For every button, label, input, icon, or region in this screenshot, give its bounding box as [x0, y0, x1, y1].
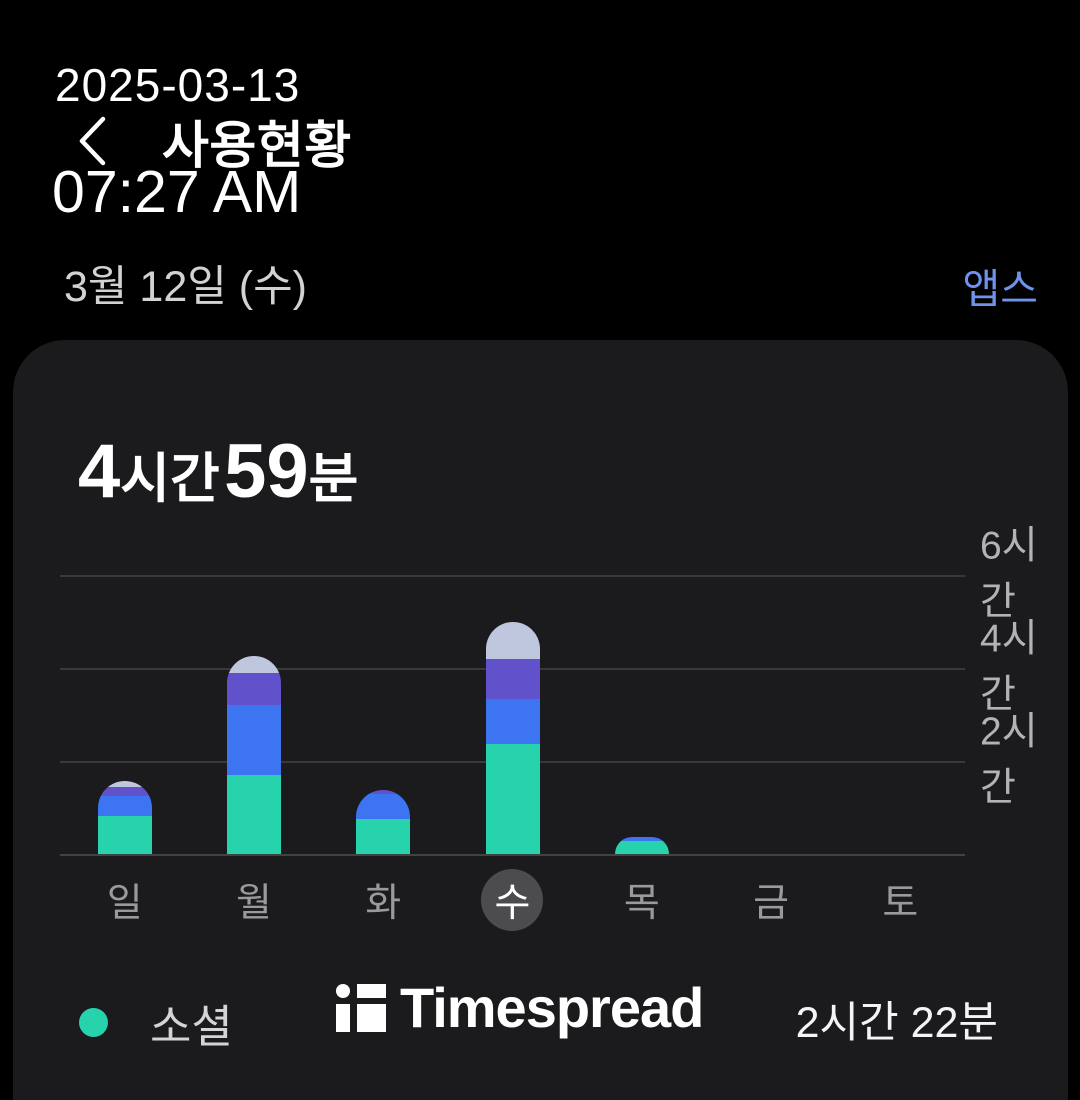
total-minutes-unit: 분: [308, 449, 359, 509]
bar-segment: [614, 836, 669, 841]
total-hours-unit: 시간: [120, 449, 220, 509]
bar-segment: [485, 699, 540, 744]
day-tab-수[interactable]: 수: [448, 868, 577, 932]
bar-segment: [226, 673, 281, 706]
usage-bar-chart: 2시간 4시간 6시간: [13, 340, 1068, 1100]
page-title: 사용현황: [162, 117, 352, 174]
bar-segment: [97, 816, 152, 854]
total-hours: 4: [78, 429, 121, 514]
legend-value: 2시간 22분: [795, 999, 998, 1047]
stacked-bar-월[interactable]: [226, 655, 281, 854]
legend-label: 소셜: [150, 1001, 233, 1052]
total-minutes: 59: [224, 429, 309, 514]
bar-segment: [97, 786, 152, 796]
bar-segment: [97, 781, 152, 787]
legend-social: 소셜: [79, 990, 233, 1055]
day-label: 수: [494, 882, 531, 925]
back-button[interactable]: [70, 112, 114, 170]
selected-date-label: 3월 12일 (수): [64, 263, 307, 311]
bar-segment: [226, 655, 281, 674]
day-label: 금: [753, 882, 789, 925]
stacked-bar-화[interactable]: [356, 790, 411, 854]
brand-watermark: Timespread: [336, 975, 704, 1040]
bar-segment: [356, 790, 411, 795]
brand-name: Timespread: [400, 976, 704, 1039]
apps-link[interactable]: 앱스: [962, 266, 1038, 312]
day-label: 목: [623, 882, 660, 925]
day-tab-일[interactable]: 일: [60, 868, 189, 932]
x-axis-baseline: [60, 854, 965, 856]
day-tab-월[interactable]: 월: [189, 868, 318, 932]
day-tab-금[interactable]: 금: [706, 868, 835, 932]
gridline: [60, 575, 965, 577]
bar-segment: [485, 743, 540, 854]
bar-segment: [485, 658, 540, 700]
y-axis-tick-label: 6시간: [980, 524, 1038, 624]
overlay-date: 2025-03-13: [55, 59, 301, 111]
day-label: 토: [882, 882, 919, 925]
bar-segment: [356, 819, 411, 854]
day-tab-토[interactable]: 토: [836, 868, 965, 932]
stacked-bar-일[interactable]: [97, 781, 152, 854]
chevron-left-icon: [79, 116, 106, 166]
y-axis-tick-label: 2시간: [980, 710, 1038, 810]
day-label: 일: [106, 882, 143, 925]
day-label: 화: [365, 882, 402, 925]
overlay-time: 07:27 AM: [52, 159, 302, 225]
bar-segment: [97, 795, 152, 817]
legend-dot-icon: [79, 1008, 108, 1037]
day-label: 월: [235, 882, 272, 925]
total-usage-time: 4시간 59분: [78, 428, 358, 515]
day-tab-목[interactable]: 목: [577, 868, 706, 932]
app-header: 사용현황: [70, 104, 352, 178]
bar-segment: [226, 774, 281, 854]
bar-segment: [356, 794, 411, 820]
y-axis-tick-label: 4시간: [980, 617, 1038, 717]
timespread-logo-icon: [336, 983, 386, 1032]
stacked-bar-수[interactable]: [485, 622, 540, 854]
day-tab-화[interactable]: 화: [319, 868, 448, 932]
selected-day-circle: [481, 869, 544, 931]
bar-segment: [614, 840, 669, 854]
bar-segment: [226, 705, 281, 775]
bar-segment: [485, 622, 540, 659]
stacked-bar-목[interactable]: [614, 836, 669, 854]
